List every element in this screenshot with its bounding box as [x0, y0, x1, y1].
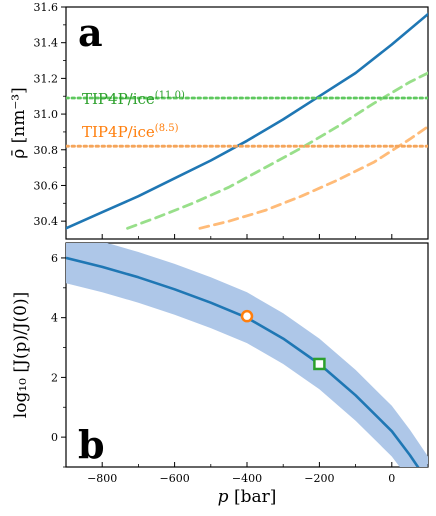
panel-b-ylabel: log₁₀ [J(p)/J(0)]: [11, 292, 31, 418]
panel-b-xlabel: p [bar]: [218, 487, 277, 507]
panel-a-x-ticks: [101, 234, 393, 239]
x-tick-label: −800: [87, 472, 117, 485]
panel-a: 30.4 30.6 30.8 31.0 31.2 31.4 31.6 a TIP4P/ice…: [9, 1, 429, 240]
panel-a-letter: a: [78, 10, 103, 55]
series-line-0: [66, 12, 428, 230]
y-tick-label: 4: [51, 312, 58, 325]
y-tick-label: 30.4: [34, 215, 59, 228]
x-tick-label: −600: [159, 472, 189, 485]
y-tick-label: 6: [51, 252, 58, 265]
annotation-tip4p-8.5: TIP4P/ice(8.5): [82, 123, 179, 141]
x-tick-label: 0: [388, 472, 395, 485]
panel-b-plot-area: [66, 243, 428, 467]
panel-b: 0 2 4 6 −800 −600 −400 −200 0 b log₁₀ [J(p)/J(0…: [11, 242, 429, 507]
panel-b-y-ticks: 0 2 4 6: [51, 252, 66, 468]
y-tick-label: 31.4: [34, 37, 59, 50]
uncertainty-band: [66, 243, 428, 467]
panel-a-ylabel: ρ̄ [nm⁻³]: [9, 87, 29, 159]
panel-a-plot-area: [66, 12, 428, 230]
x-tick-label: −400: [232, 472, 262, 485]
marker-circle: [240, 309, 254, 323]
x-tick-label: −200: [304, 472, 334, 485]
y-tick-label: 2: [51, 371, 58, 384]
series-line-2: [198, 125, 428, 230]
y-tick-label: 31.0: [34, 108, 59, 121]
rate-curve: [66, 256, 420, 467]
y-tick-label: 31.6: [34, 1, 59, 14]
y-tick-label: 31.2: [34, 72, 59, 85]
y-tick-label: 30.8: [34, 144, 59, 157]
annotation-tip4p-11: TIP4P/ice(11.0): [82, 90, 185, 108]
y-tick-label: 0: [51, 431, 58, 444]
series-line-1: [126, 71, 428, 230]
panel-a-y-ticks: 30.4 30.6 30.8 31.0 31.2 31.4 31.6: [34, 1, 66, 228]
y-tick-label: 30.6: [34, 179, 59, 192]
panel-b-letter: b: [78, 422, 105, 467]
panel-b-x-ticks: −800 −600 −400 −200 0: [65, 462, 429, 485]
marker-square: [313, 357, 326, 371]
